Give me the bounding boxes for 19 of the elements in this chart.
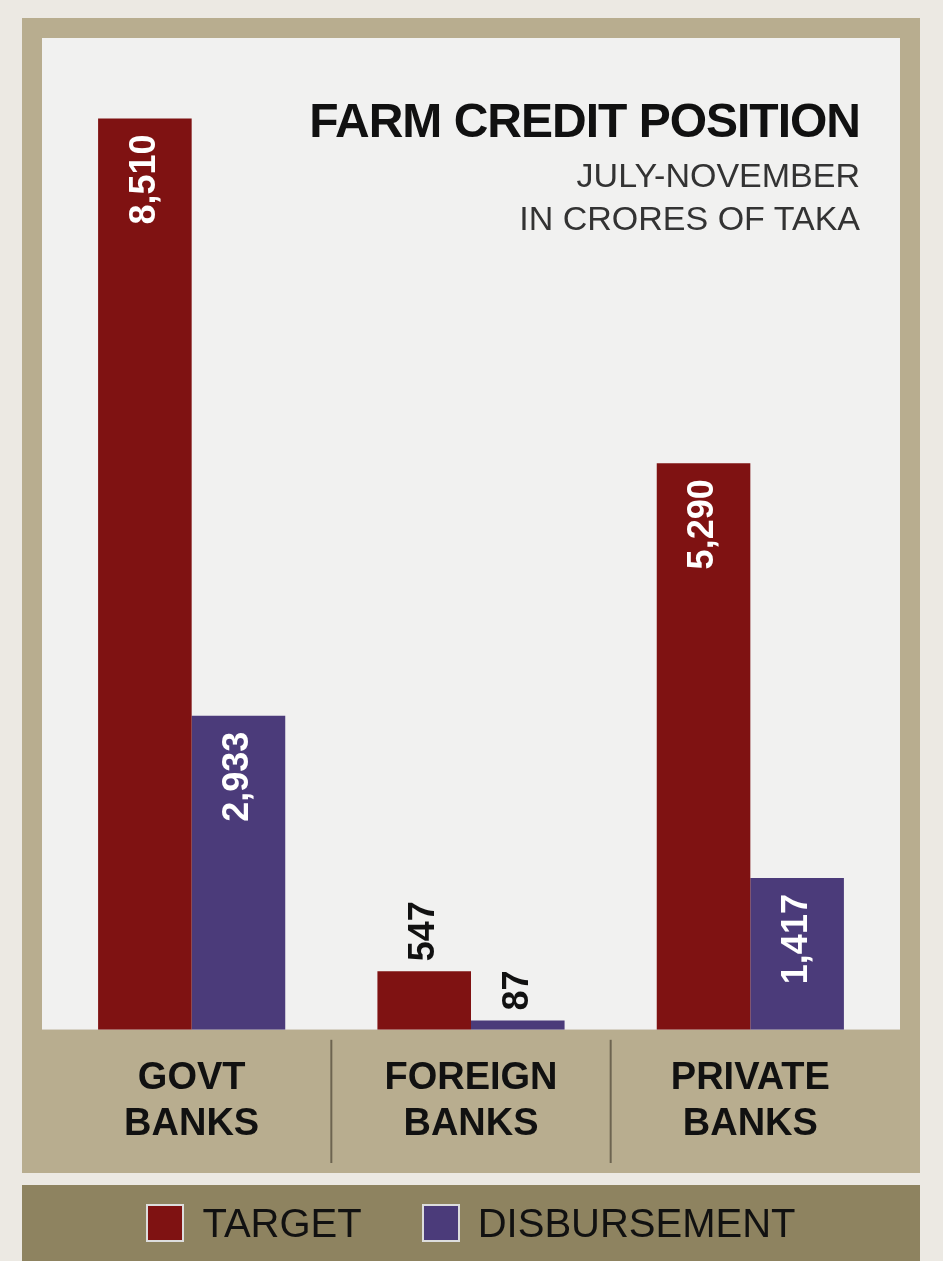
bar <box>750 878 844 1030</box>
bar <box>191 715 286 1030</box>
data-label: 8,510 <box>121 134 163 225</box>
x-tick-label: PRIVATE BANKS <box>670 1055 830 1143</box>
text: JULY-NOVEMBER IN CRORES OF TAKA <box>518 155 860 239</box>
bar <box>377 971 471 1030</box>
legend-label: TARGET <box>202 1200 362 1246</box>
data-label: 5,290 <box>680 479 722 570</box>
data-label: 547 <box>401 901 443 962</box>
data-label: 1,417 <box>774 894 816 985</box>
bar <box>98 118 192 1030</box>
x-tick-label: FOREIGN BANKS <box>384 1055 558 1143</box>
bar <box>471 1020 565 1030</box>
bar <box>656 463 751 1030</box>
data-label: 2,933 <box>215 731 257 822</box>
chart-title: FARM CREDIT POSITION <box>309 93 860 148</box>
legend-label: DISBURSEMENT <box>477 1200 796 1246</box>
data-label: 87 <box>494 970 536 1011</box>
x-tick-label: GOVT BANKS <box>124 1055 260 1143</box>
